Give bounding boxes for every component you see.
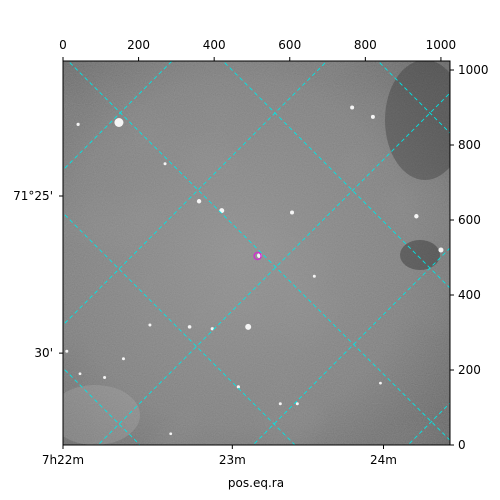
star-point	[78, 372, 82, 376]
target-marker	[253, 251, 262, 261]
star-point	[163, 162, 167, 166]
star-point	[278, 402, 282, 406]
dec-tick-label: 71°25'	[13, 189, 53, 203]
left-axis: 71°25' 30'	[13, 189, 63, 360]
right-tick-label: 600	[458, 213, 481, 227]
dec-grid-line	[97, 92, 450, 445]
dec-grid-line	[252, 247, 450, 445]
star-point	[312, 274, 316, 278]
sky-image	[63, 61, 450, 445]
star-point	[196, 199, 202, 204]
star-point	[379, 381, 382, 385]
ra-grid-line	[63, 367, 141, 445]
star-point	[295, 402, 299, 406]
dec-grid-line	[63, 61, 173, 171]
x-axis-label: pos.eq.ra	[228, 476, 284, 490]
stars-layer	[65, 105, 444, 436]
top-tick-label: 0	[59, 38, 67, 52]
plot-frame	[62, 60, 451, 446]
ra-grid-line	[222, 61, 450, 289]
ra-tick-label: 23m	[219, 453, 246, 467]
star-point	[76, 122, 80, 126]
ra-tick-label: 7h22m	[42, 453, 84, 467]
star-point	[65, 349, 69, 353]
ra-tick-label: 24m	[370, 453, 397, 467]
top-tick-label: 1000	[426, 38, 457, 52]
bottom-axis: 7h22m 23m 24m	[42, 445, 397, 467]
top-axis: 0 200 400 600 800 1000	[59, 38, 456, 61]
right-tick-label: 200	[458, 363, 481, 377]
top-tick-label: 200	[127, 38, 150, 52]
star-point	[103, 376, 107, 379]
star-point	[210, 327, 214, 331]
right-tick-label: 1000	[458, 63, 489, 77]
star-point	[245, 323, 252, 330]
top-tick-label: 400	[203, 38, 226, 52]
top-tick-label: 600	[278, 38, 301, 52]
star-point	[169, 432, 173, 436]
star-point	[350, 105, 355, 110]
star-point	[121, 357, 125, 361]
star-point	[148, 323, 152, 327]
star-point	[414, 214, 419, 219]
star-point	[290, 210, 295, 215]
star-point	[438, 247, 444, 253]
right-axis: 0 200 400 600 800 1000	[450, 63, 489, 452]
star-point	[370, 114, 375, 119]
coordinate-grid	[63, 61, 450, 445]
dec-tick-label: 30'	[34, 346, 53, 360]
right-tick-label: 400	[458, 288, 481, 302]
top-tick-label: 800	[354, 38, 377, 52]
right-tick-label: 0	[458, 438, 466, 452]
star-point	[114, 118, 124, 127]
right-tick-label: 800	[458, 138, 481, 152]
dec-grid-line	[63, 61, 328, 326]
star-point	[236, 385, 240, 389]
star-point	[187, 325, 192, 329]
